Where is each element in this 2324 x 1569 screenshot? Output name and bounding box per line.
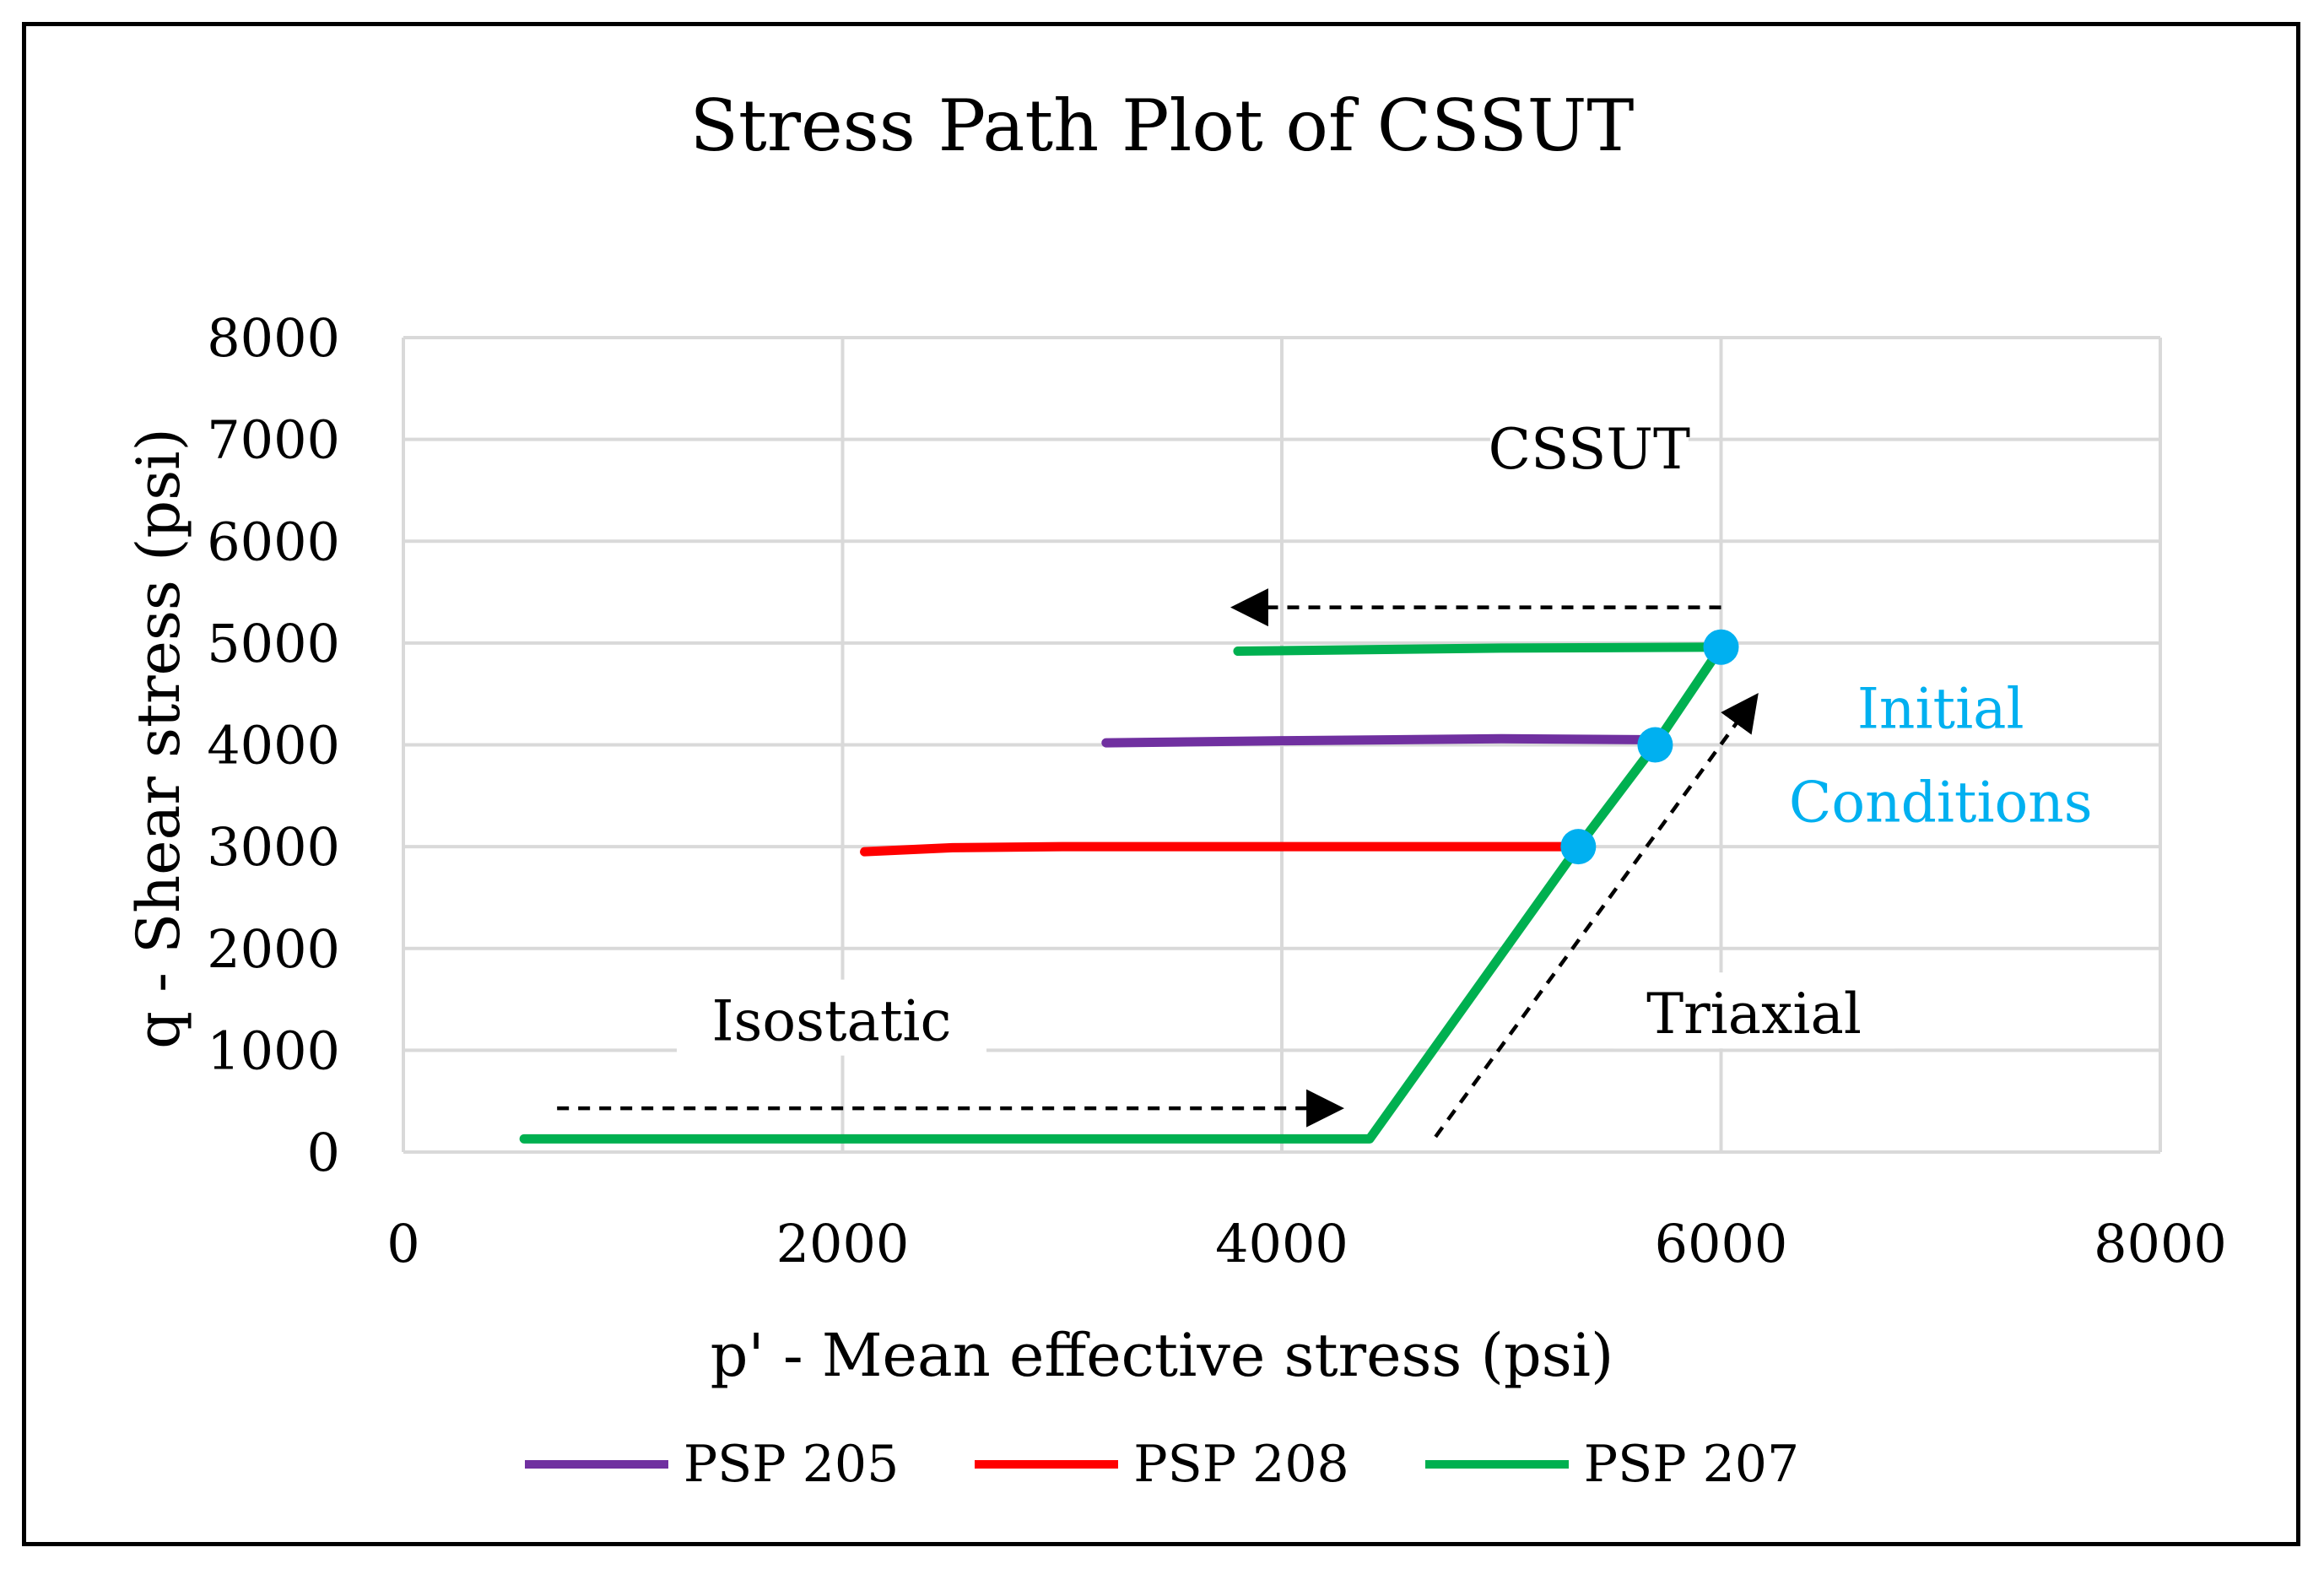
y-tick-label: 4000: [207, 715, 340, 776]
series-line-psp-207: [519, 642, 1726, 1144]
legend-item-psp-205: PSP 205: [524, 1435, 900, 1494]
y-tick-label: 7000: [207, 409, 340, 471]
chart-title: Stress Path Plot of CSSUT: [690, 84, 1635, 167]
y-tick-label: 5000: [207, 613, 340, 674]
annotation-background: [1771, 760, 2110, 837]
y-tick-label: 2000: [207, 918, 340, 980]
y-tick-label: 3000: [207, 816, 340, 878]
y-tick-label: 6000: [207, 511, 340, 572]
legend-item-psp-208: PSP 208: [975, 1435, 1349, 1494]
y-tick-labels: 0 1000 2000 3000 4000 5000 6000 7000 8000: [207, 307, 340, 1183]
legend-label-psp-205: PSP 205: [683, 1435, 900, 1494]
x-tick-label: 2000: [776, 1213, 910, 1274]
legend-label-psp-207: PSP 207: [1583, 1435, 1800, 1494]
x-tick-labels: 0 2000 4000 6000 8000: [386, 1213, 2227, 1274]
annotation-initial: Initial: [1857, 676, 2024, 741]
annotation-cssut: CSSUT: [1489, 417, 1690, 482]
triaxial-arrow: [1434, 692, 1759, 1139]
annotation-background: [1489, 407, 1689, 484]
initial-condition-points: [1560, 629, 1739, 865]
x-tick-label: 4000: [1215, 1213, 1348, 1274]
series-line-psp-208: [860, 841, 1583, 857]
initial-condition-point-3: [1703, 629, 1739, 665]
annotation-background: [1613, 972, 1895, 1049]
y-axis-label: q - Shear stress (psi): [124, 428, 193, 1049]
annotation-triaxial: Triaxial: [1646, 982, 1862, 1047]
x-tick-label: 0: [386, 1213, 419, 1274]
y-tick-label: 1000: [207, 1020, 340, 1081]
legend: PSP 205 PSP 208 PSP 207: [0, 1435, 2324, 1494]
annotation-background: [676, 979, 986, 1056]
x-axis-label: p' - Mean effective stress (psi): [711, 1321, 1614, 1390]
annotation-isostatic: Isostatic: [711, 989, 951, 1054]
initial-condition-point-1: [1560, 829, 1597, 865]
x-tick-label: 8000: [2094, 1213, 2227, 1274]
initial-condition-point-2: [1637, 727, 1673, 763]
arrows: [557, 588, 1759, 1139]
legend-label-psp-208: PSP 208: [1133, 1435, 1349, 1494]
y-tick-label: 8000: [207, 307, 340, 369]
annotations: CSSUT Initial Conditions Isostatic Triaxial: [676, 407, 2110, 1056]
series-line-psp-205: [1101, 733, 1660, 748]
legend-swatch-psp-207: [1424, 1460, 1569, 1469]
legend-swatch-psp-205: [524, 1460, 668, 1469]
annotation-background: [1813, 667, 2068, 744]
annotation-conditions: Conditions: [1789, 770, 2093, 835]
legend-swatch-psp-208: [975, 1460, 1119, 1469]
x-tick-label: 6000: [1655, 1213, 1788, 1274]
series-lines: [519, 642, 1726, 1144]
legend-item-psp-207: PSP 207: [1424, 1435, 1800, 1494]
y-tick-label: 0: [307, 1122, 340, 1183]
